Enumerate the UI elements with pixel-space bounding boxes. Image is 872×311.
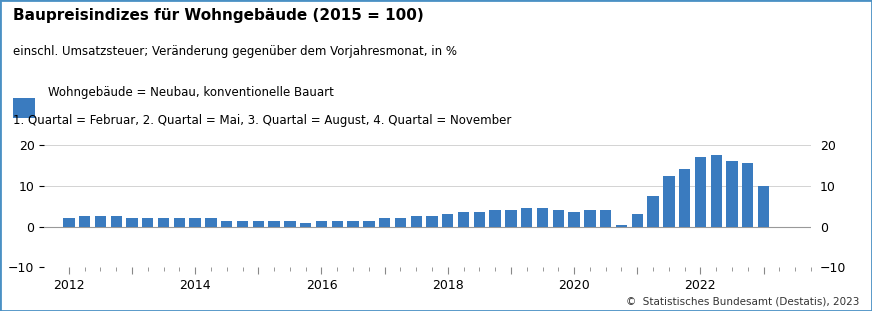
Bar (411, 216, 422, 227)
Bar (300, 223, 311, 227)
Bar (505, 210, 516, 227)
Bar (631, 214, 643, 227)
Bar (695, 157, 706, 227)
Text: Wohngebäude = Neubau, konventionelle Bauart: Wohngebäude = Neubau, konventionelle Bau… (48, 86, 334, 99)
Bar (489, 210, 501, 227)
Text: Baupreisindizes für Wohngebäude (2015 = 100): Baupreisindizes für Wohngebäude (2015 = … (13, 8, 424, 23)
Bar (363, 220, 375, 227)
Bar (79, 216, 91, 227)
Bar (221, 220, 233, 227)
Bar (726, 161, 738, 227)
Bar (537, 208, 548, 227)
Text: 1. Quartal = Februar, 2. Quartal = Mai, 3. Quartal = August, 4. Quartal = Novemb: 1. Quartal = Februar, 2. Quartal = Mai, … (13, 114, 512, 127)
Bar (711, 155, 722, 227)
Bar (426, 216, 438, 227)
Bar (126, 218, 138, 227)
Bar (379, 218, 391, 227)
Bar (647, 196, 658, 227)
Bar (111, 216, 122, 227)
Bar (458, 212, 469, 227)
Bar (569, 212, 580, 227)
Bar (664, 176, 675, 227)
Bar (284, 220, 296, 227)
Bar (316, 220, 327, 227)
Bar (174, 218, 185, 227)
Bar (742, 163, 753, 227)
Text: einschl. Umsatzsteuer; Veränderung gegenüber dem Vorjahresmonat, in %: einschl. Umsatzsteuer; Veränderung gegen… (13, 45, 457, 58)
Bar (521, 208, 533, 227)
Bar (95, 216, 106, 227)
Bar (189, 218, 201, 227)
Bar (237, 220, 249, 227)
Bar (584, 210, 596, 227)
Bar (158, 218, 169, 227)
Bar (473, 212, 485, 227)
Bar (63, 218, 74, 227)
Bar (347, 220, 358, 227)
Bar (553, 210, 564, 227)
Bar (269, 220, 280, 227)
Bar (395, 218, 406, 227)
Bar (331, 220, 343, 227)
Bar (205, 218, 216, 227)
Bar (253, 220, 264, 227)
Bar (442, 214, 453, 227)
Bar (600, 210, 611, 227)
Bar (679, 169, 691, 227)
Bar (142, 218, 153, 227)
Text: ©  Statistisches Bundesamt (Destatis), 2023: © Statistisches Bundesamt (Destatis), 20… (625, 296, 859, 306)
Bar (758, 186, 769, 227)
Bar (616, 225, 627, 227)
